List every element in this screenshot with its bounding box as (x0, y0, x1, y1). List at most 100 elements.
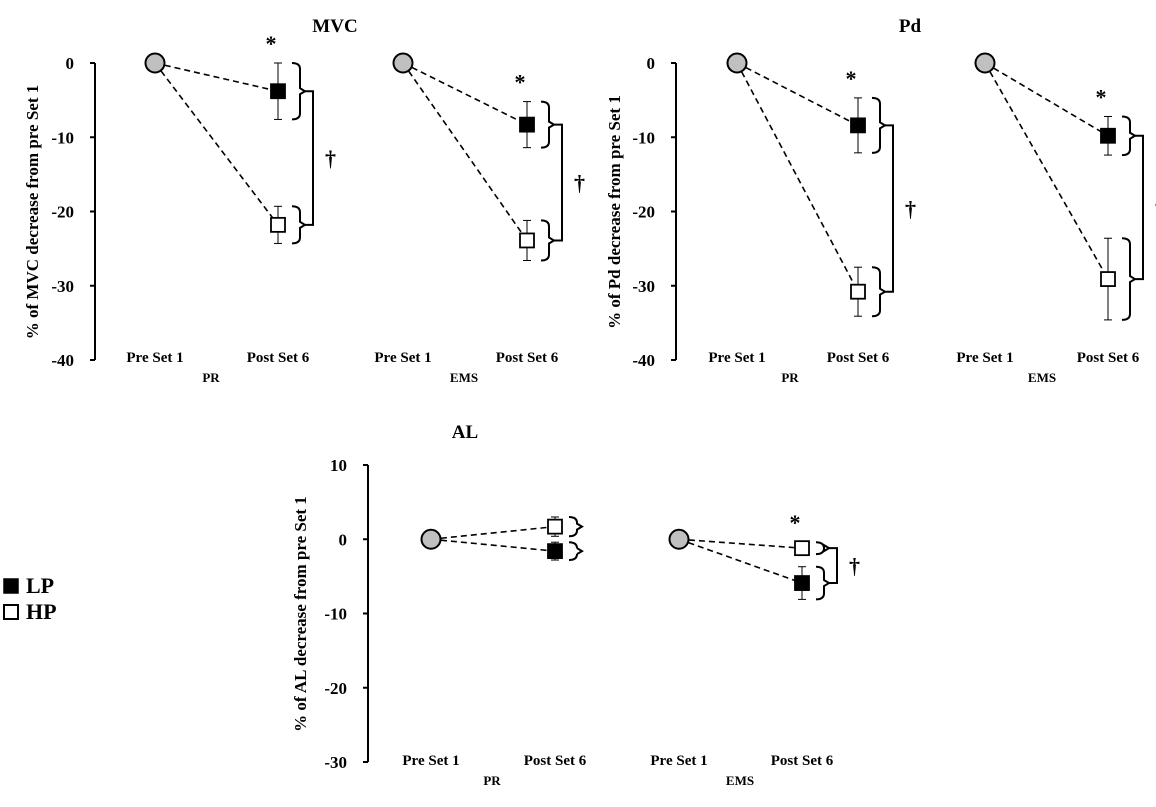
series-line-lp (736, 62, 859, 127)
y-axis-label: % of AL decrease from pre Set 1 (291, 496, 310, 732)
star-annotation: * (1096, 84, 1107, 109)
y-tick-label: 10 (330, 456, 347, 475)
star-annotation: * (790, 510, 801, 535)
series-bracket (815, 565, 831, 601)
x-category-label: Pre Set 1 (126, 350, 183, 366)
y-axis-label: % of MVC decrease from pre Set 1 (23, 85, 42, 339)
series-bracket (291, 205, 307, 245)
series-line-hp (678, 538, 803, 549)
y-tick-label: -10 (51, 128, 74, 147)
y-tick-label: 0 (339, 530, 348, 549)
x-category-label: Post Set 6 (771, 753, 834, 769)
series-line-lp (154, 62, 279, 92)
star-annotation: * (266, 31, 277, 56)
series-line-hp (154, 62, 279, 226)
comparison-bracket (885, 124, 894, 293)
star-annotation: * (515, 70, 526, 95)
series-line-lp (402, 62, 528, 126)
legend-label-hp: HP (26, 599, 57, 624)
series-line-hp (984, 62, 1109, 280)
group-label: PR (202, 370, 220, 385)
x-category-label: Post Set 6 (524, 753, 587, 769)
y-tick-label: -30 (632, 277, 655, 296)
baseline-marker (974, 52, 996, 74)
chart-title: AL (452, 422, 478, 443)
legend-swatch-lp (3, 578, 19, 594)
y-tick-label: 0 (647, 54, 656, 73)
series-line-lp (430, 538, 556, 552)
x-category-label: Post Set 6 (827, 350, 890, 366)
y-tick-label: -40 (51, 351, 74, 370)
baseline-marker (668, 528, 690, 550)
x-category-label: Pre Set 1 (708, 350, 765, 366)
marker-lp (270, 83, 286, 100)
comparison-bracket (1135, 134, 1144, 281)
group-label: EMS (1028, 370, 1056, 385)
y-tick-label: -20 (632, 203, 655, 222)
series-bracket (1121, 237, 1137, 321)
chart-title: MVC (312, 16, 357, 37)
baseline-marker (144, 52, 166, 74)
marker-hp (519, 232, 535, 249)
marker-lp (519, 116, 535, 133)
marker-hp (850, 283, 866, 300)
series-line-hp (736, 62, 859, 293)
series-bracket (568, 541, 584, 562)
star-annotation: * (846, 66, 857, 91)
dagger-annotation: † (325, 146, 336, 171)
series-line-lp (984, 62, 1109, 137)
series-bracket (568, 515, 584, 538)
group-pr: Pre Set 1 Post Set 6 PR (402, 515, 587, 788)
y-tick-label: -40 (632, 351, 655, 370)
chart-0: MVC % of MVC decrease from pre Set 1 0 -10 -… (23, 16, 585, 385)
x-category-label: Pre Set 1 (374, 350, 431, 366)
series-bracket (1121, 115, 1137, 157)
y-tick-label: -20 (324, 679, 347, 698)
x-category-label: Pre Set 1 (956, 350, 1013, 366)
series-bracket (871, 96, 887, 154)
series-line-hp (402, 62, 528, 241)
x-category-label: Pre Set 1 (650, 753, 707, 769)
series-line-hp (430, 525, 556, 541)
baseline-marker (392, 52, 414, 74)
dagger-annotation: † (574, 171, 585, 196)
x-category-label: Pre Set 1 (402, 753, 459, 769)
y-axis-label: % of Pd decrease from pre Set 1 (605, 95, 624, 329)
series-bracket (815, 541, 831, 556)
group-label: PR (483, 773, 501, 788)
comparison-bracket (305, 90, 314, 226)
group-pr: Pre Set 1 Post Set 6 PR † * (708, 52, 916, 385)
group-ems: Pre Set 1 Post Set 6 EMS † * (374, 52, 585, 385)
series-bracket (871, 266, 887, 318)
marker-lp (794, 575, 810, 591)
marker-hp (270, 216, 286, 233)
series-bracket (540, 219, 556, 262)
baseline-marker (420, 528, 442, 550)
y-tick-label: -10 (324, 605, 347, 624)
x-category-label: Post Set 6 (1077, 350, 1140, 366)
group-label: EMS (450, 370, 478, 385)
y-tick-label: 0 (66, 54, 75, 73)
dagger-annotation: † (905, 197, 916, 222)
dagger-annotation: † (849, 554, 860, 579)
y-tick-label: -30 (51, 277, 74, 296)
charts-layer: MVC % of MVC decrease from pre Set 1 0 -10 -… (23, 16, 1156, 788)
comparison-bracket (829, 547, 838, 585)
y-tick-label: -20 (51, 203, 74, 222)
group-label: PR (781, 370, 799, 385)
legend-label-lp: LP (26, 573, 54, 598)
chart-1: Pd % of Pd decrease from pre Set 1 0 -10 -20… (605, 16, 1156, 385)
chart-2: AL % of AL decrease from pre Set 1 10 0 -10 -… (291, 422, 860, 788)
comparison-bracket (554, 123, 563, 242)
marker-lp (547, 543, 563, 560)
chart-title: Pd (899, 16, 922, 37)
y-tick-label: -30 (324, 753, 347, 772)
legend: LP HP (3, 573, 57, 624)
marker-lp (850, 117, 866, 134)
x-category-label: Post Set 6 (496, 350, 559, 366)
series-bracket (291, 62, 307, 121)
series-line-lp (678, 538, 803, 584)
